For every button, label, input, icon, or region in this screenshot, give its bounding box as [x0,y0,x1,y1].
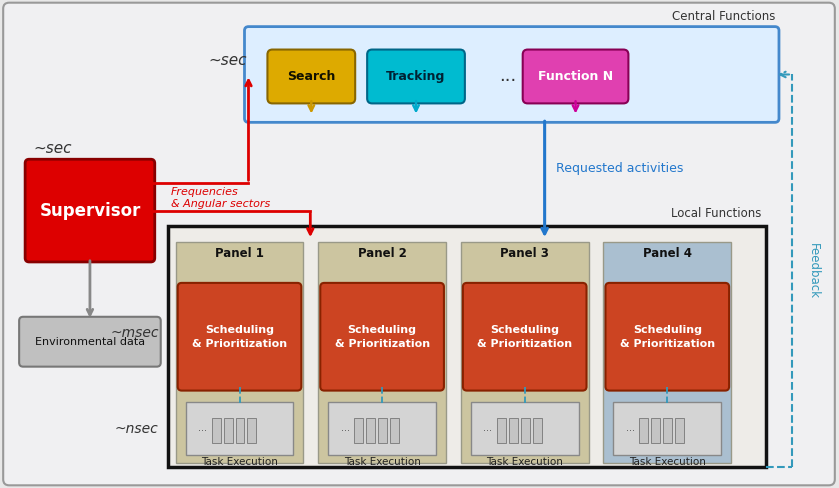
Bar [390,418,399,444]
Text: ~sec: ~sec [208,53,247,68]
FancyBboxPatch shape [523,50,628,103]
Text: Environmental data: Environmental data [35,337,145,346]
Text: Frequencies
& Angular sectors: Frequencies & Angular sectors [170,187,270,209]
Text: Task Execution: Task Execution [201,457,278,468]
Bar [508,418,518,444]
Text: ...: ... [198,424,207,433]
Text: Feedback: Feedback [806,243,820,299]
Text: Requested activities: Requested activities [555,162,683,175]
FancyBboxPatch shape [25,159,154,262]
Text: Central Functions: Central Functions [671,10,775,22]
Bar [675,418,685,444]
FancyBboxPatch shape [244,27,779,122]
Text: Scheduling
& Prioritization: Scheduling & Prioritization [192,325,287,349]
Text: Scheduling
& Prioritization: Scheduling & Prioritization [477,325,572,349]
Bar [497,418,506,444]
FancyBboxPatch shape [268,50,355,103]
Bar [664,418,672,444]
FancyBboxPatch shape [463,283,586,390]
Text: ~nsec: ~nsec [115,423,159,436]
Bar [471,402,579,455]
FancyBboxPatch shape [320,283,444,390]
Text: ...: ... [483,424,492,433]
Text: Supervisor: Supervisor [39,202,141,220]
FancyBboxPatch shape [606,283,729,390]
Bar [521,418,529,444]
Text: Task Execution: Task Execution [629,457,706,468]
Bar [185,402,294,455]
FancyBboxPatch shape [19,317,161,366]
Text: Panel 1: Panel 1 [215,247,264,261]
Bar [533,418,542,444]
Text: Search: Search [287,70,336,83]
Bar [603,242,731,464]
Text: Local Functions: Local Functions [670,207,761,220]
Bar [318,242,446,464]
Bar [168,226,766,468]
Bar [378,418,387,444]
Bar [639,418,649,444]
Text: Panel 2: Panel 2 [357,247,407,261]
Bar [328,402,436,455]
FancyBboxPatch shape [367,50,465,103]
Text: ~sec: ~sec [34,141,72,156]
Text: Scheduling
& Prioritization: Scheduling & Prioritization [620,325,715,349]
Text: ...: ... [626,424,635,433]
Bar [248,418,257,444]
Bar [651,418,660,444]
Text: Scheduling
& Prioritization: Scheduling & Prioritization [335,325,430,349]
Bar [211,418,221,444]
Bar [354,418,363,444]
FancyBboxPatch shape [3,3,835,485]
Text: ...: ... [499,67,516,85]
Text: Task Execution: Task Execution [344,457,420,468]
Bar [236,418,244,444]
Bar [461,242,588,464]
Bar [613,402,722,455]
Text: Panel 3: Panel 3 [500,247,550,261]
Text: ~msec: ~msec [110,326,159,340]
Text: Panel 4: Panel 4 [643,247,692,261]
Text: ...: ... [341,424,350,433]
FancyBboxPatch shape [178,283,301,390]
Bar [175,242,304,464]
Text: Task Execution: Task Execution [487,457,563,468]
Text: Tracking: Tracking [386,70,446,83]
Text: Function N: Function N [538,70,613,83]
Bar [366,418,375,444]
Bar [223,418,232,444]
